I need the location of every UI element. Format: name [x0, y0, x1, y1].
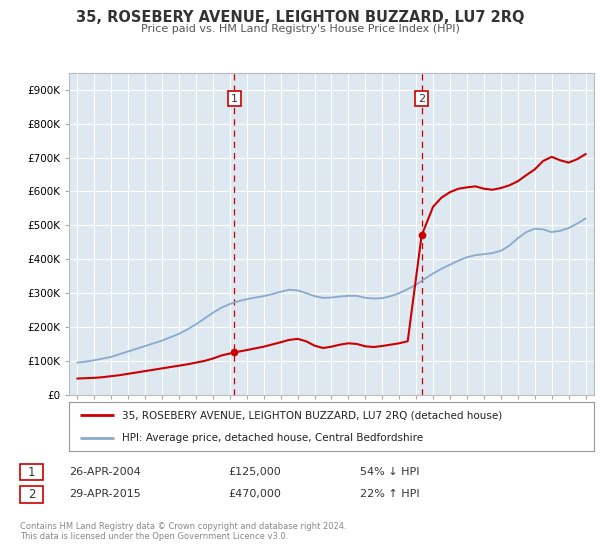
Text: 2: 2: [28, 488, 35, 501]
Text: 54% ↓ HPI: 54% ↓ HPI: [360, 467, 419, 477]
Text: Price paid vs. HM Land Registry's House Price Index (HPI): Price paid vs. HM Land Registry's House …: [140, 24, 460, 34]
Text: Contains HM Land Registry data © Crown copyright and database right 2024.
This d: Contains HM Land Registry data © Crown c…: [20, 522, 347, 542]
Text: 2: 2: [418, 94, 425, 104]
Text: 26-APR-2004: 26-APR-2004: [69, 467, 141, 477]
Text: 35, ROSEBERY AVENUE, LEIGHTON BUZZARD, LU7 2RQ (detached house): 35, ROSEBERY AVENUE, LEIGHTON BUZZARD, L…: [121, 410, 502, 421]
Text: 29-APR-2015: 29-APR-2015: [69, 489, 141, 500]
Text: HPI: Average price, detached house, Central Bedfordshire: HPI: Average price, detached house, Cent…: [121, 433, 422, 444]
Text: 22% ↑ HPI: 22% ↑ HPI: [360, 489, 419, 500]
Text: 35, ROSEBERY AVENUE, LEIGHTON BUZZARD, LU7 2RQ: 35, ROSEBERY AVENUE, LEIGHTON BUZZARD, L…: [76, 10, 524, 25]
Text: £470,000: £470,000: [228, 489, 281, 500]
Text: £125,000: £125,000: [228, 467, 281, 477]
Text: 1: 1: [28, 465, 35, 479]
Text: 1: 1: [231, 94, 238, 104]
